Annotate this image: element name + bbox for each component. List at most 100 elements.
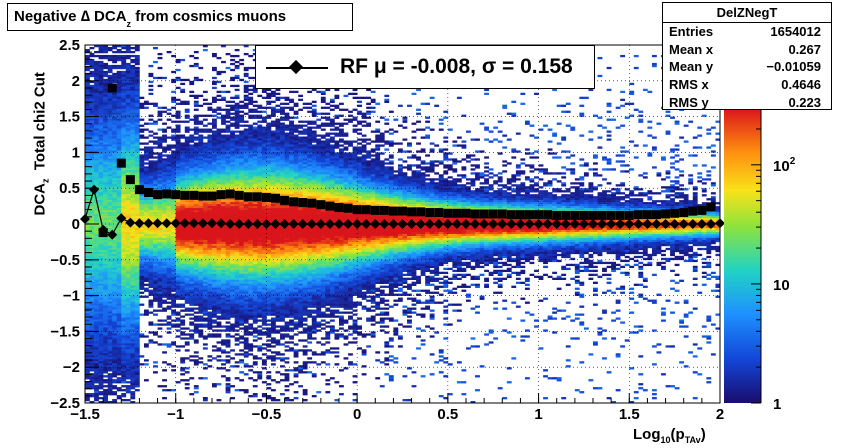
heatmap-cell <box>202 323 208 326</box>
heatmap-cell <box>234 66 240 70</box>
heatmap-cell <box>94 214 99 217</box>
heatmap-cell <box>112 325 118 328</box>
heatmap-cell <box>103 351 108 354</box>
heatmap-cell <box>98 198 104 201</box>
heatmap-cell <box>112 251 118 255</box>
heatmap-cell <box>202 319 208 322</box>
heatmap-cell <box>148 321 154 324</box>
heatmap-cell <box>103 224 108 227</box>
heatmap-cell <box>239 200 245 203</box>
heatmap-cell <box>239 62 245 66</box>
heatmap-cell <box>239 257 245 261</box>
heatmap-cell <box>230 208 235 211</box>
heatmap-cell <box>252 206 258 209</box>
heatmap-cell <box>171 128 177 131</box>
heatmap-cell <box>189 229 195 233</box>
heatmap-cell <box>125 190 131 193</box>
heatmap-cell <box>130 395 136 398</box>
heatmap-cell <box>139 235 145 239</box>
heatmap-cell <box>121 351 127 354</box>
heatmap-cell <box>248 188 254 191</box>
heatmap-cell <box>180 249 186 253</box>
heatmap-cell <box>189 152 195 155</box>
heatmap-cell <box>180 188 186 191</box>
heatmap-cell <box>207 307 213 310</box>
heatmap-cell <box>216 279 222 282</box>
heatmap-cell <box>116 56 122 60</box>
heatmap-cell <box>225 142 231 145</box>
heatmap-cell <box>234 202 240 205</box>
heatmap-cell <box>107 162 113 165</box>
heatmap-cell <box>85 299 90 302</box>
heatmap-cell <box>212 229 217 233</box>
heatmap-cell <box>180 323 186 326</box>
heatmap-cell <box>221 142 226 145</box>
heatmap-cell <box>89 261 95 265</box>
heatmap-cell <box>121 78 127 82</box>
heatmap-cell <box>171 216 177 219</box>
heatmap-cell <box>85 397 90 400</box>
heatmap-cell <box>94 202 99 205</box>
heatmap-cell <box>116 337 122 340</box>
heatmap-cell <box>234 138 240 141</box>
heatmap-cell <box>116 74 122 78</box>
heatmap-cell <box>180 283 186 286</box>
heatmap-cell <box>189 359 195 362</box>
heatmap-cell <box>230 106 235 109</box>
heatmap-cell <box>112 391 118 394</box>
heatmap-cell <box>107 315 113 318</box>
heatmap-cell <box>239 239 245 243</box>
heatmap-cell <box>248 54 254 58</box>
heatmap-cell <box>134 70 140 74</box>
heatmap-cell <box>234 174 240 177</box>
heatmap-cell <box>216 399 222 402</box>
heatmap-cell <box>248 114 254 117</box>
heatmap-cell <box>193 355 199 358</box>
heatmap-cell <box>193 245 199 249</box>
heatmap-cell <box>189 271 195 275</box>
heatmap-cell <box>107 140 113 143</box>
heatmap-cell <box>252 279 258 282</box>
heatmap-cell <box>85 375 90 378</box>
heatmap-cell <box>166 269 172 273</box>
heatmap-cell <box>121 267 127 271</box>
heatmap-cell <box>225 355 231 358</box>
heatmap-cell <box>180 367 186 370</box>
heatmap-cell <box>221 160 226 163</box>
heatmap-cell <box>130 301 136 304</box>
heatmap-cell <box>221 166 226 169</box>
heatmap-cell <box>112 60 118 64</box>
heatmap-cell <box>98 50 104 54</box>
heatmap-cell <box>171 80 177 84</box>
heatmap-cell <box>212 146 217 149</box>
heatmap-cell <box>230 136 235 139</box>
heatmap-cell <box>121 233 127 237</box>
heatmap-cell <box>157 245 163 249</box>
heatmap-cell <box>225 154 231 157</box>
heatmap-cell <box>243 190 249 193</box>
heatmap-cell <box>225 150 231 153</box>
heatmap-cell <box>98 152 104 155</box>
heatmap-cell <box>103 279 108 282</box>
heatmap-cell <box>103 74 108 78</box>
heatmap-cell <box>248 239 254 243</box>
heatmap-cell <box>189 239 195 243</box>
heatmap-cell <box>171 160 177 163</box>
heatmap-cell <box>248 331 254 334</box>
heatmap-cell <box>121 305 127 308</box>
heatmap-cell <box>207 273 213 277</box>
heatmap-cell <box>171 241 177 245</box>
heatmap-cell <box>85 124 90 127</box>
heatmap-cell <box>184 154 190 157</box>
heatmap-cell <box>184 235 190 239</box>
heatmap-cell <box>148 146 154 149</box>
heatmap-cell <box>116 345 122 348</box>
heatmap-cell <box>257 126 263 129</box>
heatmap-cell <box>198 186 204 189</box>
heatmap-cell <box>125 218 131 221</box>
heatmap-cell <box>107 377 113 380</box>
heatmap-cell <box>248 377 254 380</box>
heatmap-cell <box>175 144 181 147</box>
heatmap-cell <box>98 178 104 181</box>
heatmap-cell <box>252 379 258 382</box>
